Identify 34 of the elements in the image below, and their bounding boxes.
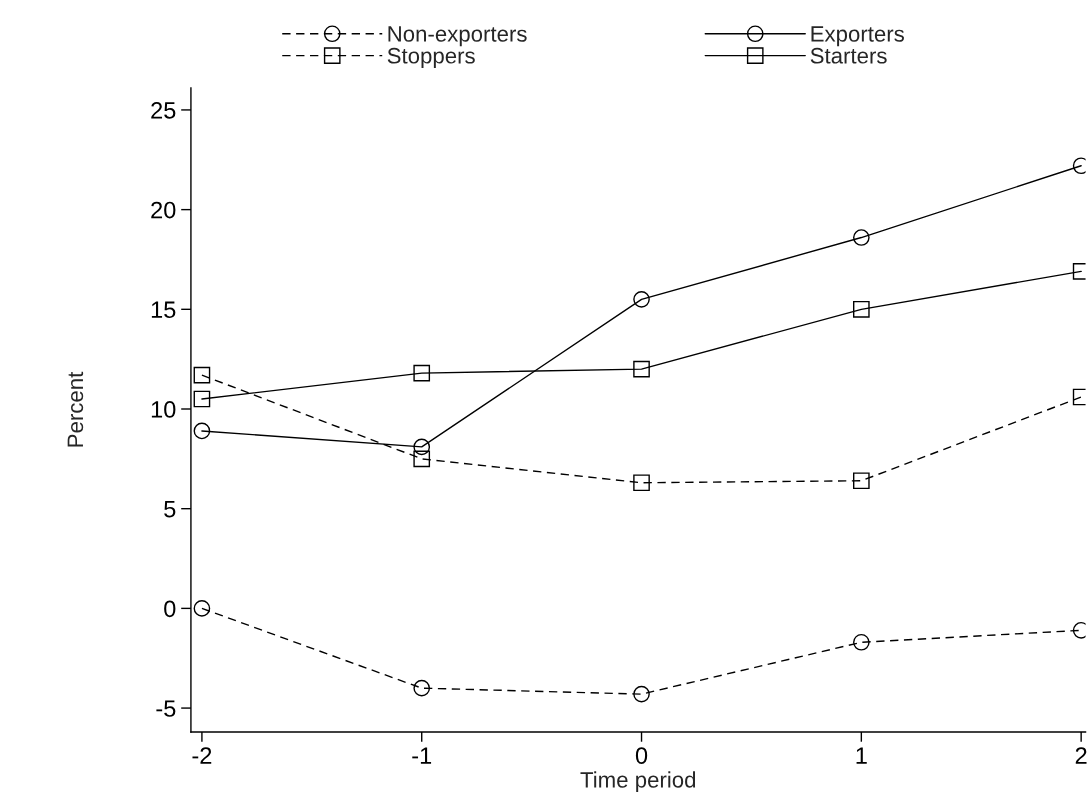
point	[853, 472, 870, 490]
point	[633, 291, 650, 308]
point	[193, 366, 211, 384]
point	[413, 679, 431, 697]
y-tick-label: 25	[151, 102, 176, 119]
point	[853, 633, 870, 651]
legend-label: Starters	[810, 47, 887, 64]
y-tick-label: 20	[151, 201, 176, 219]
y-tick-label: 0	[164, 600, 176, 618]
point	[633, 360, 650, 378]
legend-label: Exporters	[811, 26, 904, 47]
point	[633, 685, 650, 703]
legend-label: Stoppers	[387, 47, 475, 68]
point	[193, 600, 211, 617]
x-tick-label: 1	[856, 747, 867, 764]
point	[413, 364, 431, 382]
point	[413, 450, 431, 468]
point	[193, 422, 211, 440]
x-tick-label: -2	[192, 747, 212, 764]
y-tick-label: 5	[164, 501, 176, 518]
x-tick-label: 2	[1075, 747, 1087, 764]
point	[633, 474, 650, 492]
y-tick-label: 15	[151, 301, 176, 319]
y-axis-title: Percent	[67, 371, 84, 447]
point	[193, 390, 211, 408]
x-axis-title: Time period	[580, 771, 696, 793]
point	[853, 229, 870, 246]
point	[853, 300, 870, 318]
legend-label: Non-exporters	[388, 26, 527, 47]
point	[413, 438, 431, 456]
y-tick-label: -5	[156, 700, 176, 717]
y-tick-label: 10	[151, 401, 176, 418]
x-tick-label: 0	[635, 747, 648, 764]
x-tick-label: -1	[412, 747, 432, 764]
